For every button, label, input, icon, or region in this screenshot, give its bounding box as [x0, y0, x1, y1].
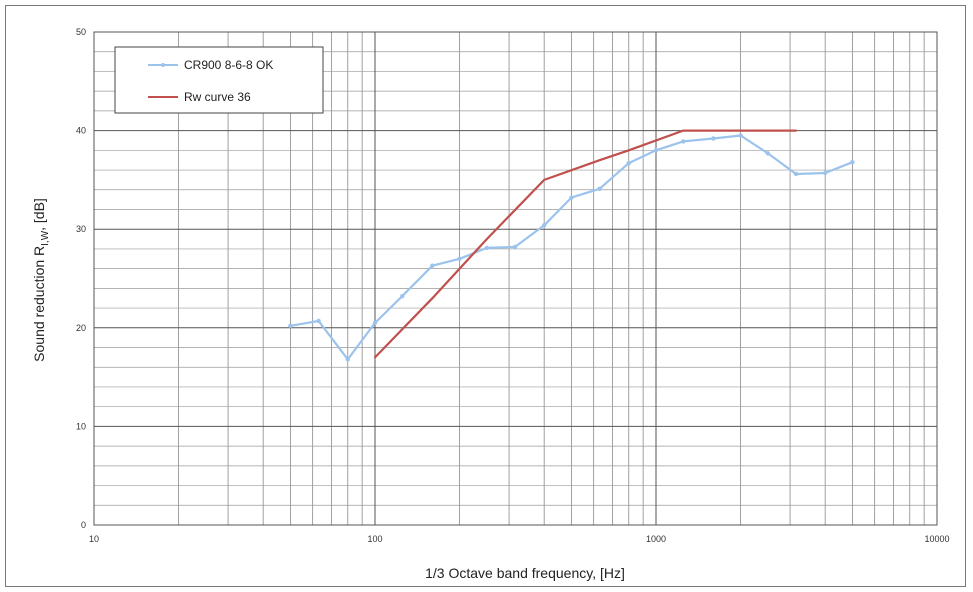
y-axis-title-suffix: , [dB] — [31, 198, 47, 231]
data-point — [512, 244, 518, 250]
data-point — [484, 245, 490, 251]
plot-area — [93, 31, 938, 526]
y-tick-label: 10 — [76, 421, 86, 431]
y-tick-label: 30 — [76, 224, 86, 234]
data-point — [569, 195, 574, 200]
legend: CR900 8-6-8 OK Rw curve 36 — [114, 46, 324, 114]
data-point — [653, 148, 659, 153]
legend-marker-cr900 — [161, 63, 165, 67]
x-axis-ticks: 10 100 1000 10000 — [89, 534, 950, 544]
legend-label-cr900: CR900 8-6-8 OK — [184, 58, 273, 72]
data-point — [400, 294, 405, 299]
data-point — [345, 357, 350, 362]
data-point — [822, 170, 828, 176]
data-point — [793, 171, 799, 177]
data-point — [711, 136, 716, 141]
series-line-1 — [373, 129, 798, 359]
data-point — [626, 160, 631, 166]
y-axis-title-main: Sound reduction R — [31, 246, 47, 362]
data-point — [738, 133, 743, 138]
y-tick-label: 20 — [76, 323, 86, 333]
data-point — [457, 256, 462, 261]
x-tick-label: 10000 — [924, 534, 949, 544]
y-tick-label: 0 — [81, 520, 86, 530]
data-point — [597, 186, 602, 191]
data-point — [288, 323, 293, 329]
data-point — [372, 320, 378, 326]
y-axis-title-subscript: I,W — [40, 230, 51, 246]
x-axis-title: 1/3 Octave band frequency, [Hz] — [425, 565, 625, 581]
x-tick-label: 10 — [89, 534, 99, 544]
series-layer — [288, 129, 855, 362]
data-point — [430, 263, 435, 268]
y-tick-label: 40 — [76, 126, 86, 136]
legend-box — [114, 46, 324, 114]
y-axis-ticks: 0 10 20 30 40 50 — [76, 27, 86, 530]
legend-label-rw-curve: Rw curve 36 — [184, 90, 251, 104]
y-axis-title: Sound reduction RI,W, [dB] — [31, 198, 51, 362]
x-tick-label: 1000 — [646, 534, 666, 544]
data-point — [541, 223, 547, 228]
data-point — [850, 159, 855, 165]
minor-grid — [94, 32, 937, 525]
x-tick-label: 100 — [367, 534, 382, 544]
data-point — [316, 318, 321, 324]
y-tick-label: 50 — [76, 27, 86, 37]
data-point — [681, 139, 686, 144]
data-point — [765, 151, 771, 156]
